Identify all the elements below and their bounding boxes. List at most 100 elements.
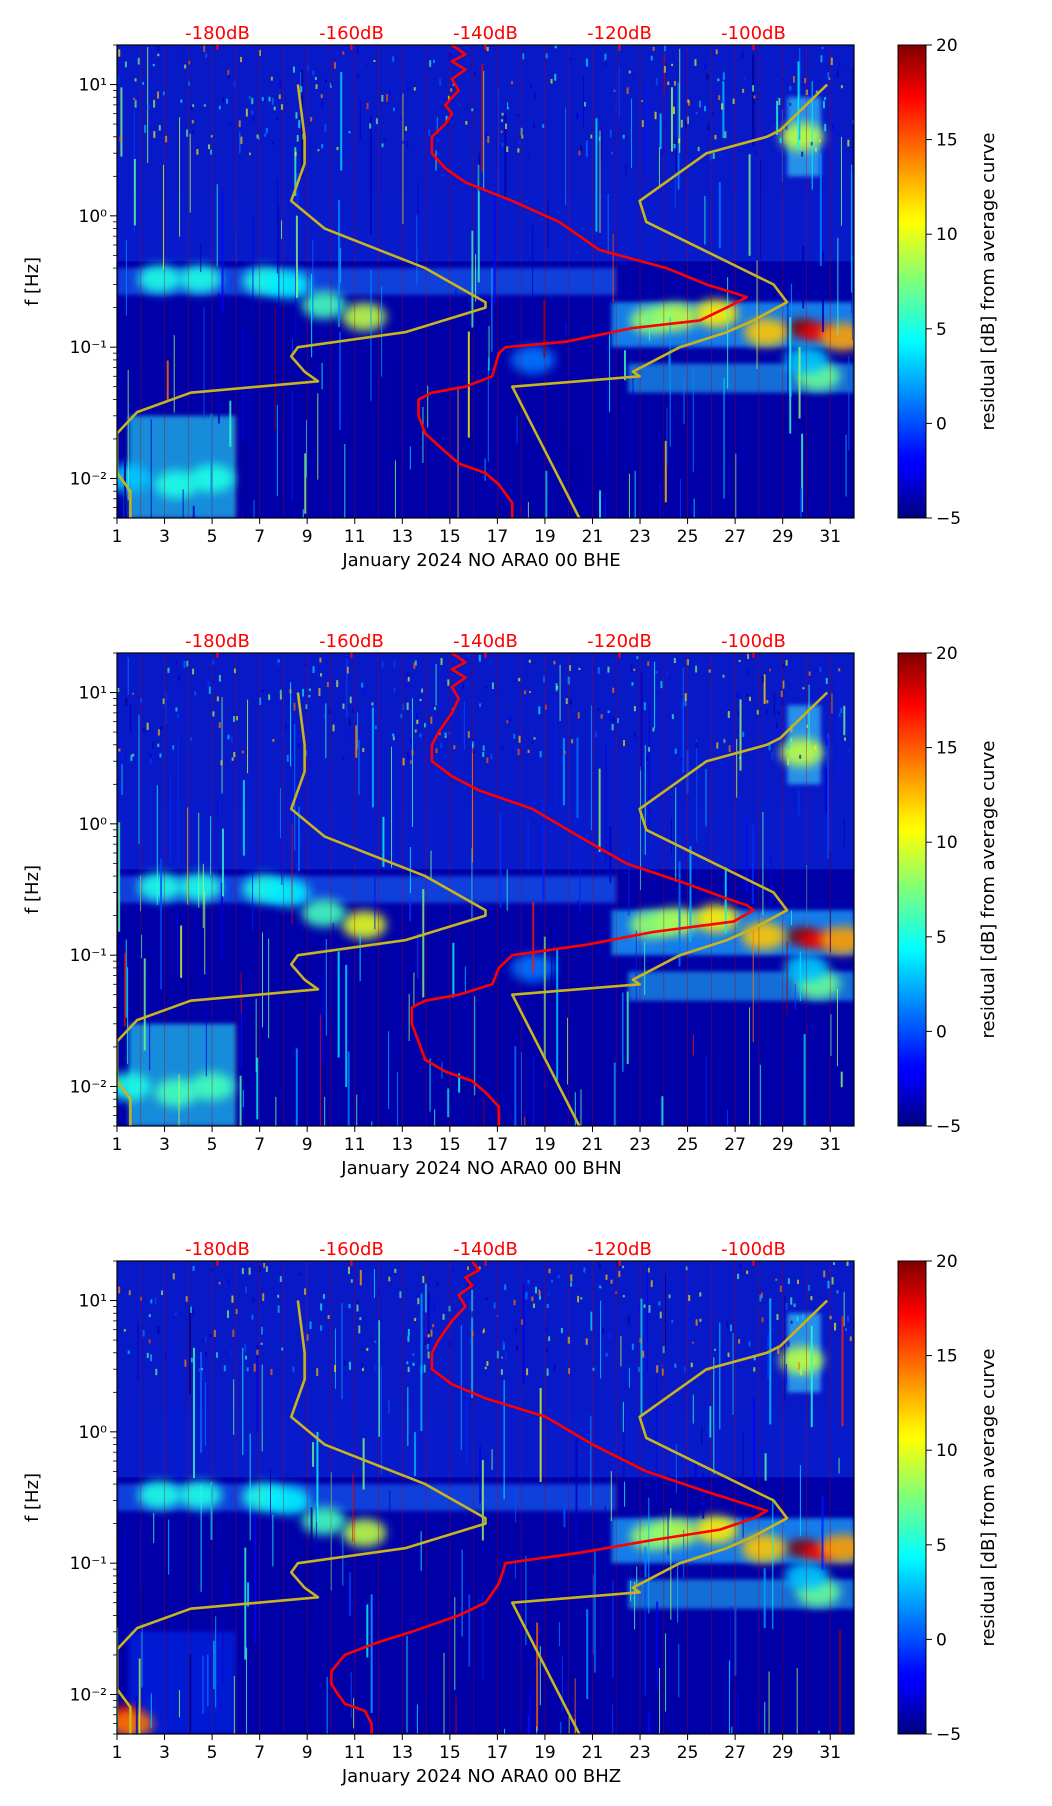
hotspot-5 [694, 904, 739, 933]
hotspot-13 [137, 1481, 182, 1510]
db-tick-label: -160dB [319, 1239, 384, 1260]
y-tick-label: 10⁻¹ [70, 338, 107, 358]
colorbar-tick-label: −5 [936, 1117, 961, 1137]
x-tick-label: 9 [302, 1135, 313, 1155]
high-noise-model-curve [510, 83, 829, 518]
colorbar-gradient [897, 44, 927, 519]
x-tick-label: 27 [724, 1743, 746, 1763]
x-axis-label: January 2024 NO ARA0 00 BHZ [341, 1766, 621, 1787]
db-tick-label: -100dB [721, 23, 786, 44]
x-tick-label: 15 [439, 1743, 461, 1763]
hotspot-17 [154, 470, 199, 499]
colorbar-label: residual [dB] from average curve [978, 1348, 999, 1646]
colorbar-tick-label: 15 [936, 1347, 958, 1367]
y-tick-label: 10⁻¹ [70, 1554, 107, 1574]
colorbar: 20 15 10 5 0 −5 residual [dB] from average cur… [897, 1252, 999, 1745]
db-tick-label: -180dB [185, 631, 250, 652]
y-tick-label: 10¹ [79, 76, 107, 96]
x-tick-label: 17 [487, 1135, 509, 1155]
colorbar: 20 15 10 5 0 −5 residual [dB] from average cur… [897, 644, 999, 1137]
x-tick-label: 25 [677, 1135, 699, 1155]
y-axis-label: f [Hz] [22, 865, 43, 914]
db-tick-label: -120dB [587, 1239, 652, 1260]
colorbar-tick-label: 10 [936, 833, 958, 853]
colorbar: 20 15 10 5 0 −5 residual [dB] from average cur… [897, 36, 999, 529]
x-tick-label: 21 [582, 1135, 604, 1155]
x-tick-label: 19 [534, 1135, 556, 1155]
colorbar-gradient [897, 1260, 927, 1735]
hotspot-8 [779, 738, 824, 767]
x-tick-label: 17 [487, 527, 509, 547]
hotspot-19 [784, 345, 829, 374]
low-noise-model-curve [117, 1300, 487, 1734]
colorbar-tick-label: 5 [936, 928, 947, 948]
colorbar-tick-label: 0 [936, 1022, 947, 1042]
x-tick-label: 27 [724, 527, 746, 547]
db-tick-label: -100dB [721, 631, 786, 652]
x-tick-label: 31 [819, 1743, 841, 1763]
hotspot-3 [820, 926, 854, 955]
db-tick-label: -180dB [185, 23, 250, 44]
hotspot-20 [511, 345, 556, 374]
hotspot-11 [301, 898, 346, 927]
y-axis-label: f [Hz] [22, 1473, 43, 1522]
x-tick-label: 5 [207, 1743, 218, 1763]
hotspot-15 [266, 878, 311, 907]
y-axis-label: f [Hz] [22, 257, 43, 306]
colorbar-tick-label: 20 [936, 1252, 958, 1272]
x-tick-label: 1 [112, 1743, 123, 1763]
colorbar-tick-label: 5 [936, 1536, 947, 1556]
x-tick-label: 17 [487, 1743, 509, 1763]
median-psd-curve [330, 1261, 769, 1734]
db-tick-label: -140dB [453, 1239, 518, 1260]
hotspot-10 [342, 1518, 387, 1547]
x-tick-label: 23 [629, 1743, 651, 1763]
colorbar-tick-label: 15 [936, 739, 958, 759]
hotspot-17 [154, 1078, 199, 1107]
hotspot-12 [178, 873, 223, 902]
x-tick-label: 23 [629, 1135, 651, 1155]
spectrogram-image [117, 45, 854, 518]
x-axis-label: January 2024 NO ARA0 00 BHN [340, 1158, 621, 1179]
x-tick-label: 13 [391, 1135, 413, 1155]
x-tick-label: 25 [677, 527, 699, 547]
x-tick-label: 3 [159, 527, 170, 547]
x-tick-label: 3 [159, 1135, 170, 1155]
colorbar-tick-label: 0 [936, 414, 947, 434]
median-psd-curve [417, 45, 749, 518]
colorbar-label: residual [dB] from average curve [978, 132, 999, 430]
hotspot-19 [784, 953, 829, 982]
x-tick-label: 23 [629, 527, 651, 547]
x-tick-label: 3 [159, 1743, 170, 1763]
x-tick-label: 19 [534, 527, 556, 547]
hotspot-3 [820, 1534, 854, 1563]
hotspot-13 [137, 265, 182, 294]
x-tick-label: 1 [112, 527, 123, 547]
hotspot-12 [178, 265, 223, 294]
colorbar-gradient [897, 652, 927, 1127]
colorbar-tick-label: 0 [936, 1630, 947, 1650]
x-tick-label: 15 [439, 1135, 461, 1155]
x-tick-label: 1 [112, 1135, 123, 1155]
colorbar-label: residual [dB] from average curve [978, 740, 999, 1038]
x-tick-label: 7 [254, 1135, 265, 1155]
x-tick-label: 19 [534, 1743, 556, 1763]
hotspot-18 [784, 1561, 829, 1590]
colorbar-tick-label: −5 [936, 509, 961, 529]
x-tick-label: 21 [582, 1743, 604, 1763]
hotspot-10 [342, 302, 387, 331]
x-tick-label: 13 [391, 527, 413, 547]
y-tick-label: 10⁻² [70, 1685, 107, 1705]
x-tick-label: 11 [344, 527, 366, 547]
spectrogram-image [117, 1261, 854, 1734]
y-tick-label: 10¹ [79, 684, 107, 704]
low-noise-model-curve [117, 692, 487, 1126]
x-tick-label: 11 [344, 1743, 366, 1763]
x-tick-label: 31 [819, 1135, 841, 1155]
y-tick-label: 10⁻² [70, 469, 107, 489]
x-tick-label: 9 [302, 527, 313, 547]
